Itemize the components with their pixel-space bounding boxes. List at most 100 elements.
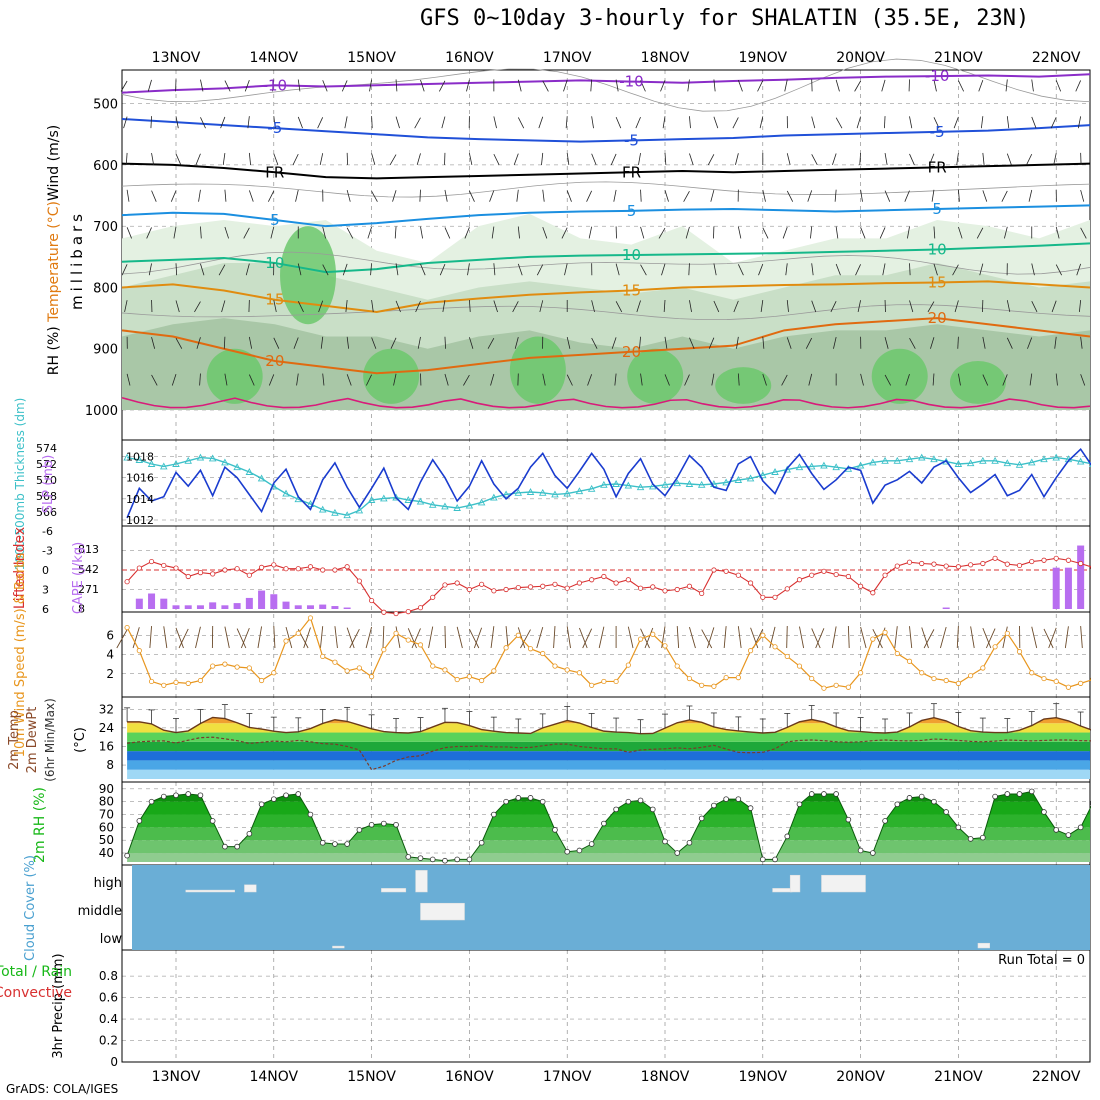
wind-speed-point [992,644,998,650]
wind-barb [415,300,421,313]
lifted-point [894,563,900,569]
wind-barb [811,154,818,166]
wind-barb-10m [723,626,727,649]
rh-point [662,838,668,845]
wind-speed-point [955,680,962,686]
wind-barb [710,189,715,202]
lifted-point [955,564,962,570]
thickness-tick-566: 566 [36,506,57,519]
thickness-point [893,456,902,464]
rh-point [160,793,167,800]
wind-barb [1026,153,1033,166]
wind-barb [244,79,250,92]
wind-barb [121,264,128,276]
temp-band [127,741,1090,752]
rh-point [601,820,607,827]
wind-barb [322,80,328,92]
wind-speed-point [258,677,265,684]
cape-tick-542: 542 [78,563,99,576]
wind-barb [371,190,378,202]
thickness-point [1040,455,1048,463]
wind-barb [175,116,179,129]
wind-speed-point [246,665,252,671]
cape-bar [331,606,339,609]
wind-barb-10m [872,629,883,649]
thickness-tick-568: 568 [36,490,57,503]
thickness-point [355,506,364,514]
lifted-point [796,577,803,583]
rh-point [833,791,839,797]
wind-barb [664,152,667,165]
wind-barb [566,190,572,202]
date-bottom-19NOV: 19NOV [738,1069,787,1085]
wind-barb-10m [769,626,776,649]
lifted-point [173,565,179,571]
wind-barb [517,263,523,276]
lifted-point [809,572,815,578]
wind-barb [517,226,520,239]
thickness-point [538,488,547,496]
lifted-point [1004,561,1010,567]
wind-barb [830,301,837,313]
temp-axis-label: 2m Temp [7,710,22,770]
wind-barb [933,79,937,92]
slp-axis-label: SLP (mb) [41,455,56,514]
rh-point [332,841,338,847]
date-bottom-18NOV: 18NOV [641,1069,690,1085]
wind-barb [147,79,152,92]
thickness-point [282,489,290,497]
wind-barb [389,154,397,166]
lifted-point [980,560,986,567]
wind-speed-point [564,667,570,673]
date-top-21NOV: 21NOV [934,50,983,66]
pressure-tick-900: 900 [93,343,118,358]
cape-bar [1077,545,1085,609]
lifted-point [491,588,497,594]
upper-axis-label-part: Wind (m/s) [46,125,62,201]
rh-point [552,827,558,833]
wind-barb [419,189,421,202]
rh-point [173,792,179,799]
rh-point [185,791,192,797]
lifted-point [845,573,851,580]
wind-barb [171,373,177,386]
wind-speed-point [320,653,326,660]
lifted-tick--3: -3 [42,545,53,558]
wind-barb-10m [273,626,276,649]
wind-barb [296,373,299,386]
lifted-point [124,579,130,585]
wind-speed-point [857,670,864,676]
wind-barb [489,190,495,202]
lifted-point [699,590,705,597]
rh-point [955,824,962,831]
temp-contour-label: -5 [624,131,639,149]
wind-barb [517,79,522,92]
cape-bar [1052,567,1060,609]
wind-barb [811,300,817,313]
wind-barb [151,190,157,202]
wind-barb [733,300,739,313]
wind-barb [346,336,350,349]
wind-barb [221,300,226,313]
panel-frame-cape_lifted [121,525,1091,613]
wind-barb-10m [456,626,463,649]
wind-speed-point [931,675,937,682]
rh-point [796,801,803,808]
wind-barb [909,300,914,313]
wind-barb [591,116,594,129]
date-bottom-22NOV: 22NOV [1032,1069,1081,1085]
wind-speed-point [1065,684,1072,690]
wind-barb [737,373,740,386]
temp-tick-8: 8 [106,758,114,772]
rh-point [686,839,693,846]
rh-point [405,854,412,860]
wind-barb [982,190,988,202]
lifted-point [833,571,839,578]
thickness-point [526,488,535,495]
wind-barb [685,226,690,239]
wind-tick-2: 2 [106,667,114,681]
lifted-point [381,609,387,615]
wind-barb [318,300,324,313]
wind-barb [395,300,401,313]
wind-barb [175,338,183,349]
